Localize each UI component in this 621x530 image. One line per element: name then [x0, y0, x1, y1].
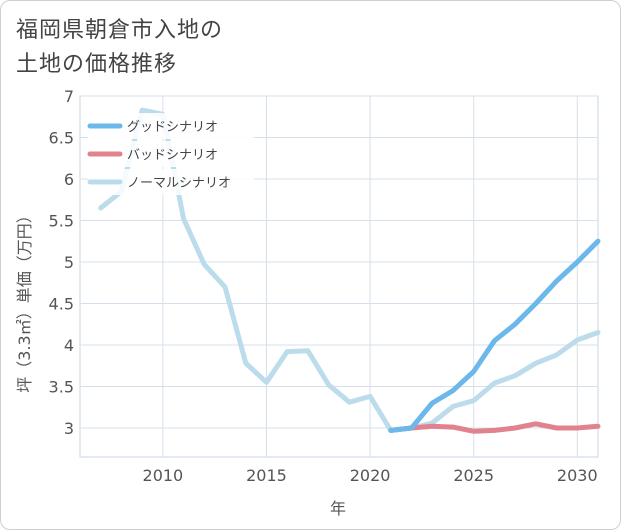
y-tick-label: 6 [64, 170, 74, 189]
title-line-2: 土地の価格推移 [16, 52, 178, 77]
title-line-1: 福岡県朝倉市入地の [16, 18, 224, 43]
y-tick-label: 3 [64, 419, 74, 438]
y-axis-label: 坪（3.3㎡）単価（万円） [15, 207, 34, 392]
legend-label: バッドシナリオ [127, 148, 218, 163]
x-tick-label: 2015 [246, 466, 287, 485]
x-tick-label: 2010 [143, 466, 184, 485]
series-line-2 [98, 107, 601, 433]
y-tick-label: 5 [64, 253, 74, 272]
legend-label: グッドシナリオ [127, 120, 218, 135]
chart-title: 福岡県朝倉市入地の 土地の価格推移 [16, 14, 223, 82]
legend-label: ノーマルシナリオ [127, 176, 231, 191]
x-tick-label: 2030 [557, 466, 598, 485]
y-tick-label: 5.5 [49, 211, 74, 230]
y-tick-label: 6.5 [49, 128, 74, 147]
y-axis-ticks: 3 3.5 4 4.5 5 5.5 6 6.5 7 [49, 87, 74, 438]
y-tick-label: 3.5 [49, 377, 74, 396]
x-tick-label: 2020 [350, 466, 391, 485]
series-line-1 [388, 421, 601, 434]
y-tick-label: 4.5 [49, 294, 74, 313]
y-tick-label: 7 [64, 87, 74, 106]
x-tick-label: 2025 [453, 466, 494, 485]
x-axis-ticks: 2010 2015 2020 2025 2030 [143, 466, 598, 485]
y-tick-label: 4 [64, 336, 74, 355]
series-line-0 [388, 238, 601, 433]
x-axis-label: 年 [330, 499, 346, 518]
series-lines [98, 107, 601, 434]
